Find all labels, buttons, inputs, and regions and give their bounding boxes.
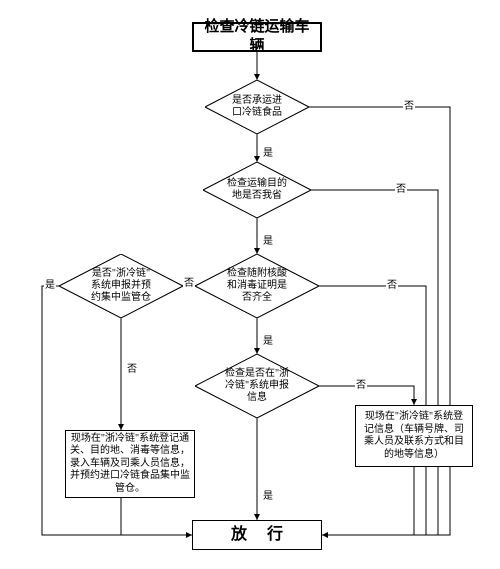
edge-11-label: 是 [44, 276, 56, 291]
edge-2-label: 是 [262, 232, 274, 247]
edge-4-label: 是 [262, 487, 274, 502]
node-boxR: 现场在"浙冷链"系统登记信息（车辆号牌、司乘人员及联系方式和目的地等信息） [355, 405, 473, 467]
node-d1-text: 是否承运进口冷链食品 [222, 95, 292, 119]
edge-8-label: 否 [355, 376, 367, 391]
edge-3-label: 是 [262, 332, 274, 347]
node-d2-text: 检查运输目的地是否我省 [217, 178, 297, 202]
node-start-text: 检查冷链运输车辆 [198, 18, 316, 56]
edge-12-label: 否 [126, 360, 138, 375]
node-d2: 检查运输目的地是否我省 [203, 162, 311, 218]
edge-7-label: 否 [386, 276, 398, 291]
node-d3-text: 检查随附核酸和消毒证明是否齐全 [217, 268, 297, 304]
edge-5-label: 否 [403, 97, 415, 112]
node-start: 检查冷链运输车辆 [192, 22, 322, 52]
edge-1-label: 是 [262, 144, 274, 159]
node-d4: 检查是否在"浙冷链"系统申报信息 [195, 354, 319, 418]
node-d3: 检查随附核酸和消毒证明是否齐全 [195, 254, 319, 318]
node-release-text: 放行 [231, 525, 303, 545]
node-boxR-text: 现场在"浙冷链"系统登记信息（车辆号牌、司乘人员及联系方式和目的地等信息） [360, 411, 468, 461]
edge-6 [311, 190, 438, 535]
node-d4-text: 检查是否在"浙冷链"系统申报信息 [215, 368, 299, 404]
node-d1: 是否承运进口冷链食品 [205, 80, 309, 134]
node-d3a-text: 是否"浙冷链"系统申报并预约集中监管仓 [81, 268, 161, 304]
edge-6-label: 否 [395, 180, 407, 195]
node-d3a: 是否"浙冷链"系统申报并预约集中监管仓 [59, 254, 183, 318]
edge-5 [309, 107, 450, 535]
node-boxL-text: 现场在"浙冷链"系统登记通关、目的地、消毒等信息，录入车辆及司乘人员信息，并预约… [70, 433, 190, 496]
node-release: 放行 [192, 520, 322, 550]
node-boxL: 现场在"浙冷链"系统登记通关、目的地、消毒等信息，录入车辆及司乘人员信息，并预约… [65, 430, 195, 498]
edge-10-label: 否 [183, 274, 195, 289]
